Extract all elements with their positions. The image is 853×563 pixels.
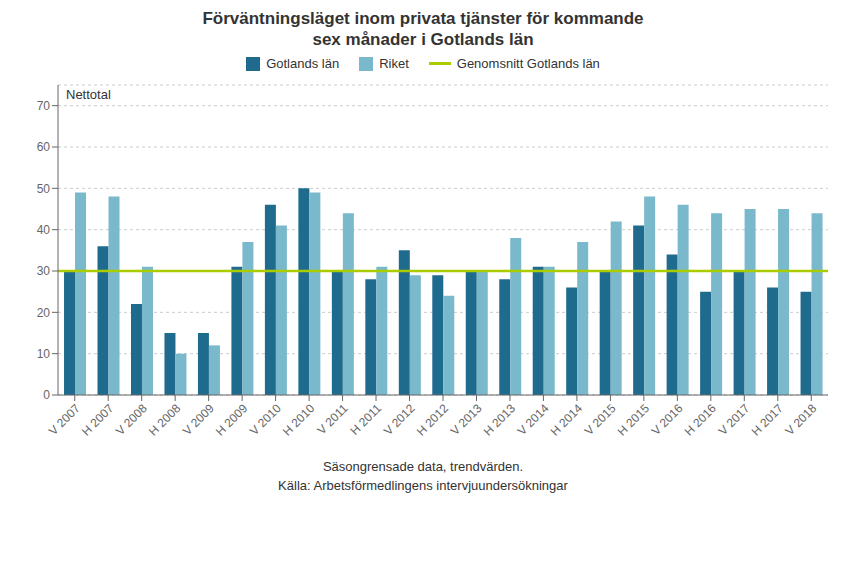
svg-text:V 2008: V 2008 xyxy=(113,401,150,438)
html-text:Riket: Riket xyxy=(379,56,409,71)
svg-text:V 2010: V 2010 xyxy=(247,401,284,438)
svg-text:H 2012: H 2012 xyxy=(414,401,451,438)
svg-text:30: 30 xyxy=(37,264,51,278)
svg-text:V 2007: V 2007 xyxy=(46,401,83,438)
svg-text:H 2013: H 2013 xyxy=(481,401,518,438)
svg-text:H 2008: H 2008 xyxy=(146,401,183,438)
svg-text:50: 50 xyxy=(37,182,51,196)
svg-text:70: 70 xyxy=(37,99,51,113)
svg-text:H 2007: H 2007 xyxy=(79,401,116,438)
svg-text:V 2012: V 2012 xyxy=(381,401,418,438)
svg-text:V 2017: V 2017 xyxy=(716,401,753,438)
svg-text:0: 0 xyxy=(43,388,50,402)
svg-text:V 2018: V 2018 xyxy=(783,401,820,438)
svg-text:60: 60 xyxy=(37,140,51,154)
svg-text:V 2011: V 2011 xyxy=(315,401,351,437)
svg-text:40: 40 xyxy=(37,223,51,237)
html-text:Källa: Arbetsförmedlingens int: Källa: Arbetsförmedlingens intervjuunder… xyxy=(278,478,568,493)
svg-text:V 2013: V 2013 xyxy=(448,401,485,438)
svg-text:H 2010: H 2010 xyxy=(280,401,317,438)
html-text:Säsongrensade data, trendvärde: Säsongrensade data, trendvärden. xyxy=(322,459,524,474)
svg-text:H 2016: H 2016 xyxy=(682,401,719,438)
svg-text:V 2016: V 2016 xyxy=(649,401,686,438)
svg-text:H 2011: H 2011 xyxy=(348,401,385,438)
svg-text:V 2015: V 2015 xyxy=(582,401,619,438)
svg-text:H 2017: H 2017 xyxy=(749,401,786,438)
svg-text:V 2014: V 2014 xyxy=(515,401,552,438)
svg-text:H 2009: H 2009 xyxy=(213,401,250,438)
svg-text:10: 10 xyxy=(37,347,51,361)
html-text:Nettotal: Nettotal xyxy=(66,87,111,102)
svg-text:H 2014: H 2014 xyxy=(548,401,585,438)
svg-text:20: 20 xyxy=(37,306,51,320)
svg-text:H 2015: H 2015 xyxy=(615,401,652,438)
html-text:Förväntningsläget inom privata: Förväntningsläget inom privata tjänster … xyxy=(202,9,644,49)
svg-text:V 2009: V 2009 xyxy=(180,401,217,438)
html-text:Gotlands län: Gotlands län xyxy=(266,56,340,71)
html-text:Genomsnitt Gotlands län: Genomsnitt Gotlands län xyxy=(456,56,600,71)
